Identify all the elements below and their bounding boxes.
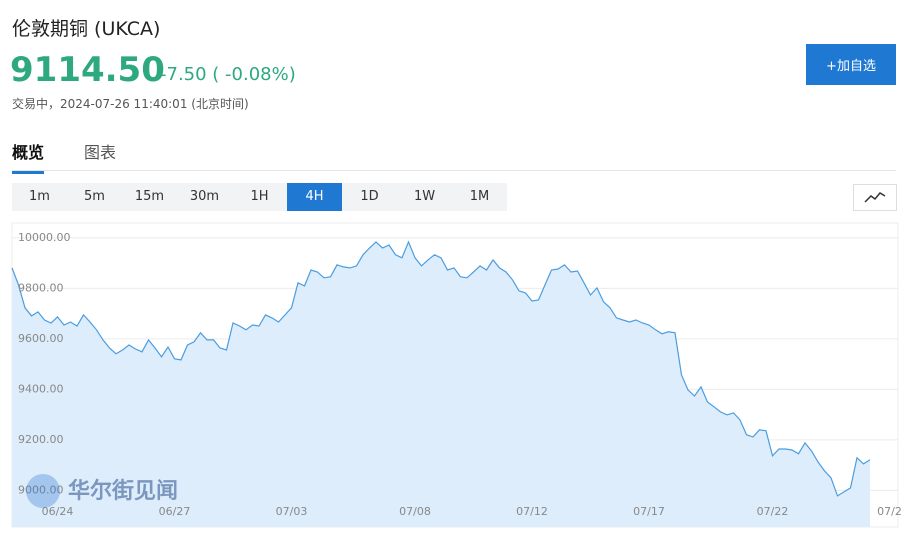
y-tick-label: 9000.00 — [18, 483, 64, 496]
title: 伦敦期铜 (UKCA) — [12, 18, 161, 40]
price: 9114.50 — [10, 50, 165, 90]
timeframe-button[interactable]: 1M — [469, 189, 490, 204]
x-tick-label: 07/12 — [516, 505, 548, 518]
chart-type-button[interactable] — [853, 184, 897, 211]
tab[interactable]: 图表 — [84, 143, 117, 162]
status: 交易中，2024-07-26 11:40:01 (北京时间) — [12, 97, 249, 111]
x-tick-label: 07/03 — [276, 505, 308, 518]
x-tick-label: 07/2 — [877, 505, 902, 518]
timeframe-button[interactable]: 30m — [189, 189, 220, 204]
add-watchlist-button[interactable]: +加自选 — [806, 44, 896, 85]
x-tick-label: 07/08 — [399, 505, 431, 518]
y-tick-label: 9400.00 — [18, 382, 64, 395]
watermark — [26, 474, 60, 508]
y-tick-label: 10000.00 — [18, 231, 71, 244]
x-tick-label: 07/22 — [757, 505, 789, 518]
watermark-text: 华尔街见闻 — [68, 478, 178, 504]
x-tick-label: 06/24 — [42, 505, 74, 518]
timeframe-button[interactable]: 1D — [360, 189, 379, 204]
y-tick-label: 9600.00 — [18, 332, 64, 345]
area-fill — [12, 241, 870, 527]
divider — [12, 170, 896, 171]
timeframe-button[interactable]: 1H — [250, 189, 269, 204]
x-tick-label: 06/27 — [159, 505, 191, 518]
x-tick-label: 07/17 — [633, 505, 665, 518]
change: -7.50 ( -0.08%) — [160, 64, 296, 85]
timeframe-button[interactable]: 4H — [287, 183, 342, 211]
price-line — [11, 240, 871, 497]
timeframe-button[interactable]: 1m — [29, 189, 50, 204]
chart-type-icon — [864, 192, 886, 203]
y-tick-label: 9800.00 — [18, 281, 64, 294]
timeframe-button[interactable]: 5m — [84, 189, 105, 204]
timeframe-bar: 1m 5m 15m 30m 1H 4H 1D 1W 1M — [12, 183, 507, 211]
timeframe-button[interactable]: 1W — [413, 189, 436, 204]
y-tick-label: 9200.00 — [18, 433, 64, 446]
timeframe-button[interactable]: 15m — [134, 189, 165, 204]
watermark-logo — [26, 474, 60, 508]
tab[interactable]: 概览 — [12, 139, 45, 174]
